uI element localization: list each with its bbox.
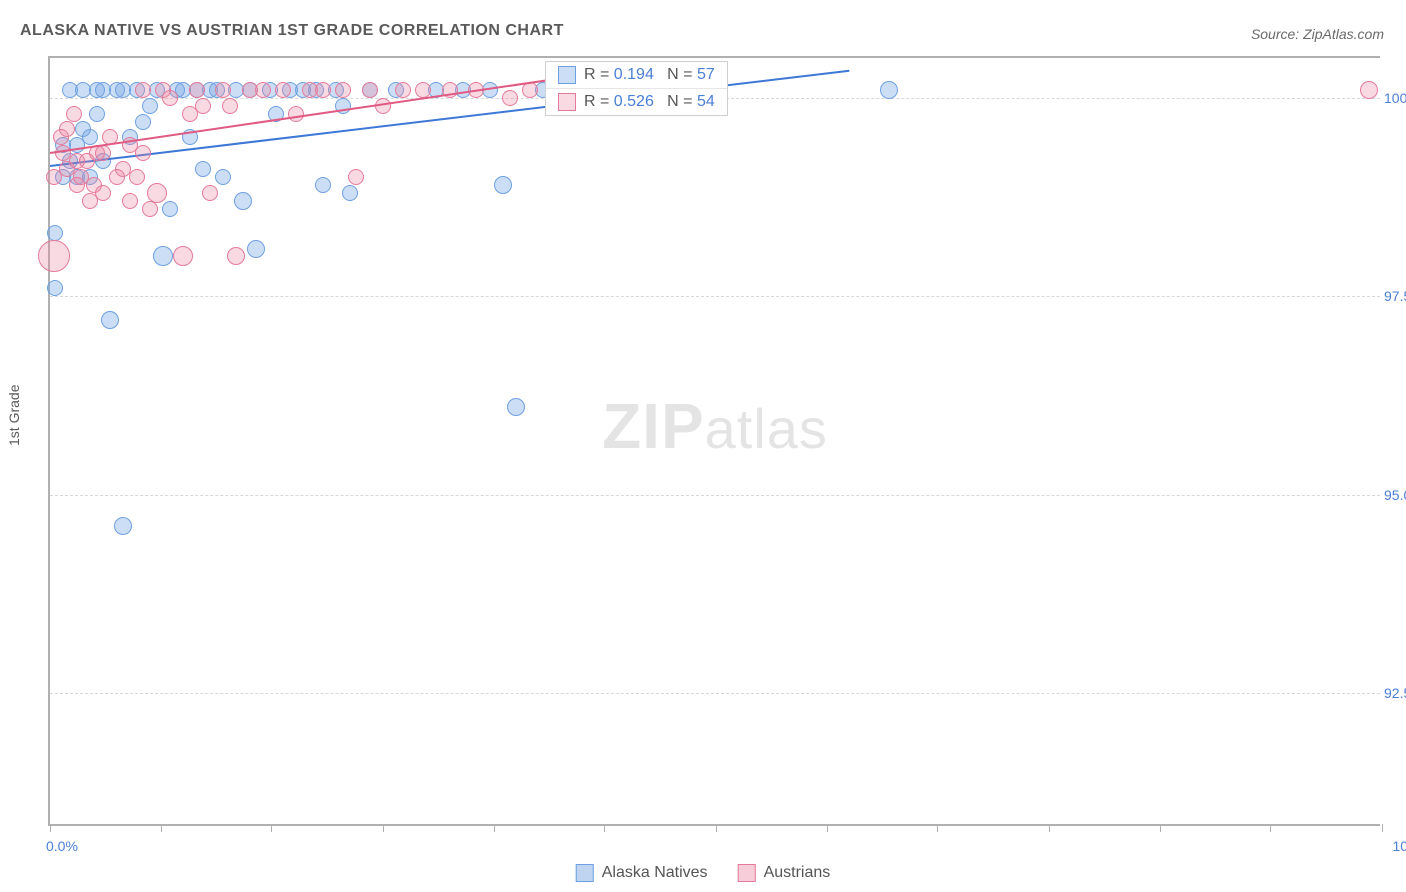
data-point — [122, 193, 138, 209]
data-point — [415, 82, 431, 98]
x-min-label: 0.0% — [46, 838, 78, 854]
data-point — [135, 114, 151, 130]
x-tick — [271, 824, 272, 832]
data-point — [275, 82, 291, 98]
series-legend: Alaska Natives Austrians — [576, 864, 831, 882]
data-point — [195, 98, 211, 114]
data-point — [101, 311, 119, 329]
stat-legend-text: R = 0.526 N = 54 — [584, 93, 715, 111]
x-tick — [383, 824, 384, 832]
data-point — [315, 82, 331, 98]
y-axis-label: 1st Grade — [6, 385, 22, 446]
stat-legend-row: R = 0.526 N = 54 — [546, 89, 727, 115]
data-point — [348, 169, 364, 185]
data-point — [189, 82, 205, 98]
data-point — [335, 82, 351, 98]
data-point — [82, 129, 98, 145]
y-tick-label: 97.5% — [1384, 288, 1406, 304]
data-point — [153, 246, 173, 266]
x-max-label: 100.0% — [1393, 838, 1406, 854]
data-point — [59, 121, 75, 137]
x-tick — [50, 824, 51, 832]
data-point — [362, 82, 378, 98]
data-point — [129, 169, 145, 185]
data-point — [162, 90, 178, 106]
data-point — [215, 82, 231, 98]
data-point — [342, 185, 358, 201]
data-point — [202, 185, 218, 201]
data-point — [147, 183, 167, 203]
legend-swatch — [738, 864, 756, 882]
data-point — [162, 201, 178, 217]
data-point — [880, 81, 898, 99]
y-tick-label: 92.5% — [1384, 685, 1406, 701]
stat-legend: R = 0.194 N = 57 R = 0.526 N = 54 — [545, 61, 728, 116]
data-point — [315, 177, 331, 193]
gridline-h — [50, 296, 1380, 297]
data-point — [114, 517, 132, 535]
data-point — [502, 90, 518, 106]
gridline-h — [50, 495, 1380, 496]
gridline-h — [50, 693, 1380, 694]
legend-label: Alaska Natives — [602, 864, 708, 882]
data-point — [247, 240, 265, 258]
legend-swatch — [558, 66, 576, 84]
watermark: ZIPatlas — [602, 389, 828, 463]
y-tick-label: 95.0% — [1384, 487, 1406, 503]
data-point — [142, 201, 158, 217]
x-tick — [1049, 824, 1050, 832]
data-point — [95, 145, 111, 161]
data-point — [66, 106, 82, 122]
data-point — [255, 82, 271, 98]
data-point — [142, 98, 158, 114]
source-label: Source: ZipAtlas.com — [1251, 26, 1384, 42]
data-point — [507, 398, 525, 416]
data-point — [38, 240, 70, 272]
x-tick — [1382, 824, 1383, 832]
data-point — [173, 246, 193, 266]
data-point — [47, 280, 63, 296]
y-tick-label: 100.0% — [1384, 90, 1406, 106]
x-tick — [937, 824, 938, 832]
legend-label: Austrians — [764, 864, 831, 882]
stat-legend-row: R = 0.194 N = 57 — [546, 62, 727, 89]
scatter-plot-area: ZIPatlas 100.0%97.5%95.0%92.5%0.0%100.0% — [48, 56, 1380, 826]
data-point — [47, 225, 63, 241]
data-point — [494, 176, 512, 194]
legend-swatch — [576, 864, 594, 882]
x-tick — [604, 824, 605, 832]
data-point — [95, 185, 111, 201]
data-point — [395, 82, 411, 98]
data-point — [234, 192, 252, 210]
data-point — [227, 247, 245, 265]
chart-title: ALASKA NATIVE VS AUSTRIAN 1ST GRADE CORR… — [20, 22, 564, 40]
data-point — [195, 161, 211, 177]
legend-swatch — [558, 93, 576, 111]
x-tick — [827, 824, 828, 832]
data-point — [135, 82, 151, 98]
x-tick — [161, 824, 162, 832]
data-point — [135, 145, 151, 161]
legend-item: Alaska Natives — [576, 864, 708, 882]
x-tick — [1160, 824, 1161, 832]
stat-legend-text: R = 0.194 N = 57 — [584, 66, 715, 84]
x-tick — [494, 824, 495, 832]
x-tick — [1270, 824, 1271, 832]
data-point — [89, 106, 105, 122]
x-tick — [716, 824, 717, 832]
data-point — [288, 106, 304, 122]
data-point — [215, 169, 231, 185]
data-point — [1360, 81, 1378, 99]
legend-item: Austrians — [738, 864, 831, 882]
data-point — [222, 98, 238, 114]
